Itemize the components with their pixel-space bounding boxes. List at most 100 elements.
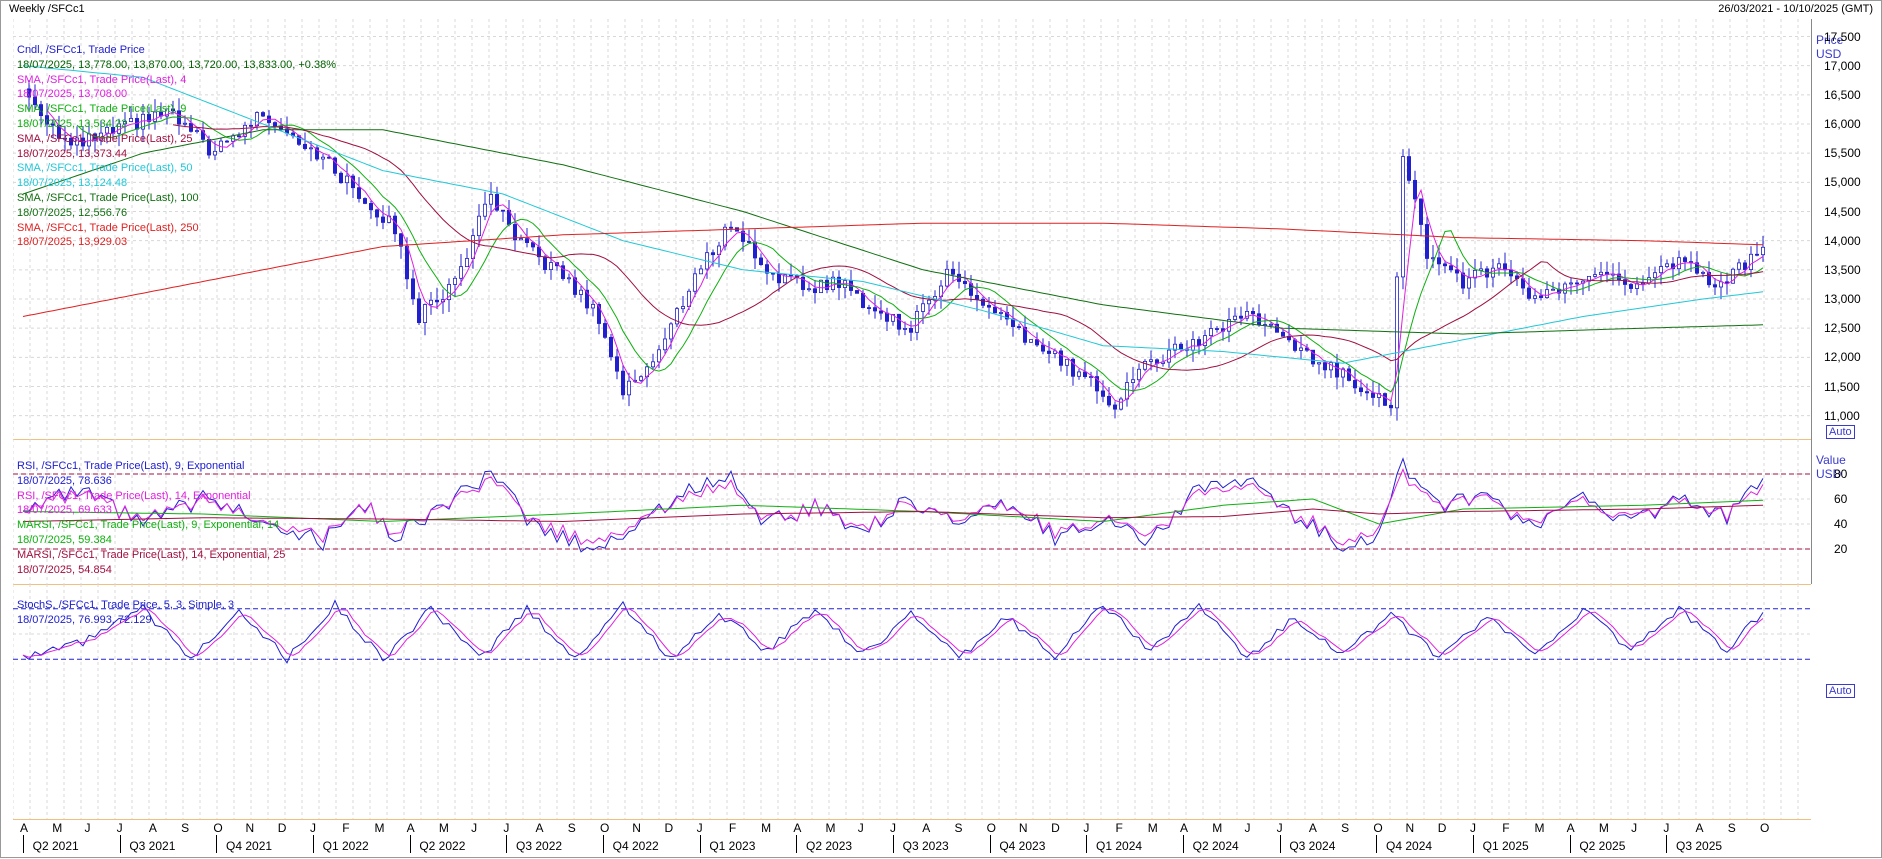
price-auto-button[interactable]: Auto	[1826, 425, 1855, 439]
candle-body	[428, 299, 433, 305]
price-legend-line: SMA, /SFCc1, Trade Price(Last), 4	[17, 73, 187, 86]
month-label: A	[1180, 821, 1189, 835]
quarter-tick	[893, 835, 894, 853]
candle-body	[777, 273, 782, 284]
rsi-legend-line: MARSI, /SFCc1, Trade Price(Last), 9, Exp…	[17, 519, 280, 532]
price-chart-svg	[13, 19, 1811, 439]
candle-body	[855, 290, 860, 294]
rsi-legend-line: RSI, /SFCc1, Trade Price(Last), 14, Expo…	[17, 489, 251, 502]
candle-body	[567, 277, 572, 280]
candle-body	[1533, 295, 1538, 299]
candle-body	[1755, 253, 1760, 256]
rsi-axis[interactable]: Value USD 20 40 60 80	[1811, 439, 1882, 584]
price-unit-bottom: USD	[1816, 47, 1842, 61]
candle-body	[1347, 368, 1352, 381]
candle-body	[1473, 270, 1478, 279]
quarter-tick	[989, 835, 991, 853]
candle-body	[783, 274, 788, 284]
price-legend-line: SMA, /SFCc1, Trade Price(Last), 250	[17, 221, 199, 234]
rsi-legend-line: 18/07/2025, 78.636	[17, 474, 112, 487]
candle-body	[729, 226, 734, 229]
stoch-pane[interactable]: StochS, /SFCc1, Trade Price, 5, 3, Simpl…	[13, 584, 1811, 820]
candle-body	[801, 276, 806, 290]
rsi-tick-label: 60	[1834, 492, 1848, 506]
candle-body	[993, 306, 998, 314]
candle-body	[1059, 350, 1064, 366]
candle-body	[1713, 284, 1718, 288]
price-tick-label: 14,500	[1824, 204, 1861, 219]
candle-body	[987, 304, 992, 308]
candle-body	[663, 338, 668, 351]
candle-body	[693, 273, 698, 292]
rsi-chart-svg	[13, 439, 1811, 584]
candle-body	[1209, 328, 1214, 337]
candle-body	[597, 304, 602, 324]
month-label: O	[213, 821, 223, 835]
month-label: S	[181, 821, 190, 835]
quarter-tick	[796, 835, 798, 853]
candle-body	[1575, 282, 1580, 285]
price-tick-label: 16,000	[1824, 117, 1861, 131]
quarter-label: Q2 2022	[419, 839, 466, 853]
candle-body	[909, 328, 914, 333]
candle-body	[579, 289, 584, 295]
candle-body	[765, 264, 770, 274]
candle-body	[404, 245, 409, 280]
candle-body	[1071, 358, 1076, 377]
candle-body	[711, 252, 716, 256]
month-label: O	[1760, 821, 1770, 835]
candle-body	[1077, 371, 1082, 377]
candle-body	[1419, 198, 1424, 225]
candle-body	[837, 276, 842, 288]
quarter-tick	[1086, 835, 1088, 853]
candle-body	[921, 303, 926, 312]
candle-body	[1449, 265, 1454, 271]
price-legend-line: 18/07/2025, 13,373.44	[17, 147, 128, 160]
quarter-tick	[409, 835, 411, 853]
candle-body	[1329, 362, 1334, 371]
month-label: J	[84, 821, 91, 835]
sma-250-line	[22, 222, 1764, 317]
price-axis[interactable]: Price USD 11,000 11,500 12,000 12,500 13,000…	[1811, 19, 1882, 439]
month-label: D	[664, 821, 674, 835]
candle-body	[1545, 289, 1550, 299]
candle-body	[819, 279, 824, 294]
candle-body	[224, 140, 229, 143]
month-label: A	[1695, 821, 1704, 835]
stoch-legend-line: StochS, /SFCc1, Trade Price, 5, 3, Simpl…	[17, 599, 235, 611]
candle-body	[1593, 274, 1598, 277]
candle-body	[380, 216, 385, 223]
candle-body	[1359, 387, 1364, 393]
quarter-label: Q3 2022	[516, 839, 563, 853]
month-label: A	[1566, 821, 1575, 835]
candle-body	[1029, 339, 1034, 343]
month-label: J	[1663, 821, 1670, 835]
quarter-tick	[216, 835, 218, 853]
rsi-pane[interactable]: RSI, /SFCc1, Trade Price(Last), 9, Expon…	[13, 439, 1811, 585]
candle-body	[1041, 344, 1046, 352]
price-tick-label: 12,000	[1824, 350, 1861, 365]
rsi-legend-line: 18/07/2025, 69.633	[17, 504, 112, 517]
candle-body	[543, 256, 548, 270]
candle-body	[398, 233, 403, 247]
month-label: M	[438, 821, 449, 835]
candle-body	[320, 156, 325, 160]
rsi-tick-label: 20	[1834, 542, 1848, 556]
candle-body	[669, 323, 674, 340]
price-legend-line: SMA, /SFCc1, Trade Price(Last), 25	[17, 132, 193, 145]
price-pane[interactable]: Cndl, /SFCc1, Trade Price 18/07/2025, 13,…	[13, 19, 1811, 440]
month-label: F	[728, 821, 737, 835]
month-label: J	[890, 821, 896, 835]
candle-body	[302, 143, 307, 150]
candle-body	[45, 115, 50, 125]
candle-body	[1107, 395, 1112, 406]
candle-body	[1173, 343, 1178, 351]
candle-body	[242, 124, 247, 137]
candle-body	[891, 314, 896, 322]
rsi-auto-button[interactable]: Auto	[1826, 684, 1855, 698]
month-label: N	[1405, 821, 1415, 835]
candle-body	[1737, 262, 1742, 270]
candle-body	[963, 281, 968, 285]
price-legend-line: 18/07/2025, 13,929.03	[17, 236, 128, 249]
month-label: J	[116, 821, 123, 835]
